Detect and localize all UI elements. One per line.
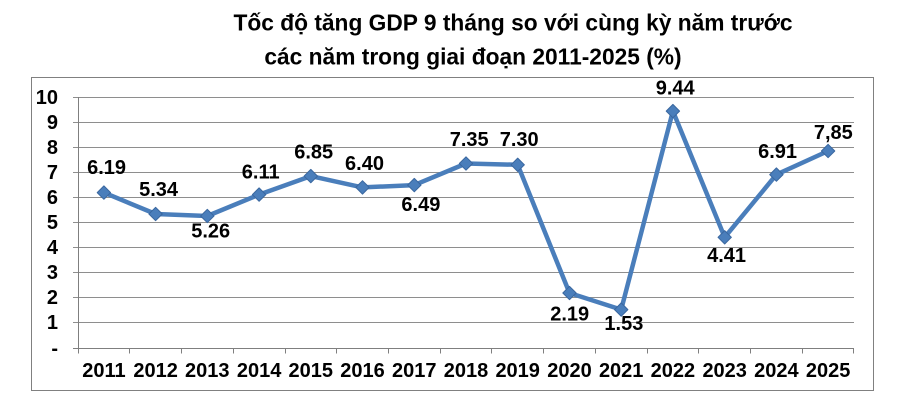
svg-text:2.19: 2.19 xyxy=(550,304,589,326)
svg-text:8: 8 xyxy=(47,137,58,159)
svg-text:2025: 2025 xyxy=(806,360,851,382)
svg-text:5: 5 xyxy=(47,212,58,234)
svg-text:2016: 2016 xyxy=(340,360,385,382)
svg-text:2014: 2014 xyxy=(237,360,282,382)
svg-text:2020: 2020 xyxy=(547,360,592,382)
svg-text:9.44: 9.44 xyxy=(656,78,696,100)
svg-text:7.35: 7.35 xyxy=(450,129,489,151)
svg-text:7,85: 7,85 xyxy=(814,122,853,144)
svg-text:2017: 2017 xyxy=(392,360,437,382)
svg-text:2023: 2023 xyxy=(702,360,747,382)
svg-text:Tốc độ tăng GDP 9 tháng so với: Tốc độ tăng GDP 9 tháng so với cùng kỳ n… xyxy=(233,10,792,36)
svg-text:6.91: 6.91 xyxy=(758,141,797,163)
svg-text:-: - xyxy=(51,338,58,360)
svg-text:2022: 2022 xyxy=(651,360,696,382)
svg-text:6.19: 6.19 xyxy=(87,157,126,179)
svg-text:2024: 2024 xyxy=(754,360,799,382)
svg-text:3: 3 xyxy=(47,262,58,284)
svg-text:6.40: 6.40 xyxy=(345,153,384,175)
svg-text:6.85: 6.85 xyxy=(294,142,333,164)
svg-text:5.26: 5.26 xyxy=(191,221,230,243)
svg-text:2: 2 xyxy=(47,287,58,309)
svg-text:2018: 2018 xyxy=(444,360,489,382)
svg-text:5.34: 5.34 xyxy=(139,179,179,201)
svg-text:6.11: 6.11 xyxy=(242,162,280,184)
svg-text:2013: 2013 xyxy=(185,360,230,382)
svg-text:4: 4 xyxy=(47,237,59,259)
svg-text:7.30: 7.30 xyxy=(500,129,539,151)
svg-text:4.41: 4.41 xyxy=(707,245,746,267)
svg-text:6.49: 6.49 xyxy=(401,194,440,216)
svg-text:1.53: 1.53 xyxy=(604,313,643,335)
svg-text:2021: 2021 xyxy=(599,360,644,382)
svg-text:2019: 2019 xyxy=(495,360,540,382)
svg-text:9: 9 xyxy=(47,112,58,134)
svg-text:7: 7 xyxy=(47,162,58,184)
svg-text:2011: 2011 xyxy=(82,360,125,382)
svg-text:2015: 2015 xyxy=(289,360,334,382)
svg-text:1: 1 xyxy=(47,312,58,334)
svg-text:các năm trong giai đoạn 2011-2: các năm trong giai đoạn 2011-2025 (%) xyxy=(264,44,681,70)
svg-text:6: 6 xyxy=(47,187,58,209)
svg-text:10: 10 xyxy=(36,87,58,109)
svg-text:2012: 2012 xyxy=(133,360,178,382)
